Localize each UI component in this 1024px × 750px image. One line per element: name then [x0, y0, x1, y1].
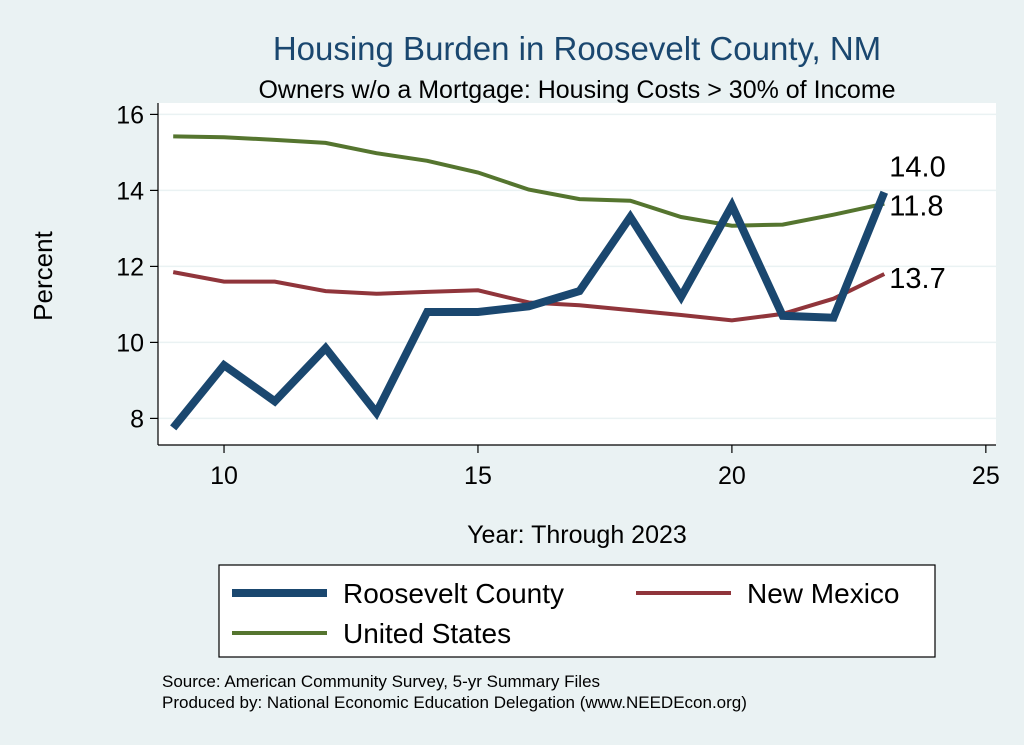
y-tick-label: 14 [116, 177, 144, 205]
y-tick-label: 10 [116, 329, 144, 357]
chart-subtitle: Owners w/o a Mortgage: Housing Costs > 3… [258, 76, 895, 104]
x-tick-label: 15 [464, 462, 492, 490]
legend-label-united-states: United States [343, 618, 511, 649]
x-tick-label: 25 [972, 462, 1000, 490]
x-tick-label: 20 [718, 462, 746, 490]
series-line-united-states [173, 134, 885, 228]
series-lines [170, 134, 889, 431]
series-line-roosevelt-county [170, 190, 889, 431]
legend-label-roosevelt-county: Roosevelt County [343, 578, 564, 609]
y-tick-label: 16 [116, 101, 144, 129]
legend: Roosevelt County New Mexico United States [232, 578, 899, 649]
end-labels: 14.0 13.7 11.8 [889, 151, 945, 295]
y-tick-label: 8 [130, 405, 144, 433]
plot-area [158, 103, 996, 445]
legend-box [218, 564, 936, 658]
end-label: 11.8 [889, 191, 943, 223]
end-label: 14.0 [889, 151, 945, 183]
producer-note: Produced by: National Economic Education… [162, 693, 747, 712]
y-tick-label: 12 [116, 253, 144, 281]
y-axis-label: Percent [28, 230, 58, 320]
y-axis-ticks: 8 10 12 14 16 [116, 101, 158, 433]
source-note: Source: American Community Survey, 5-yr … [162, 672, 600, 691]
chart-title: Housing Burden in Roosevelt County, NM [273, 30, 881, 67]
x-axis-label: Year: Through 2023 [467, 521, 687, 549]
end-label: 13.7 [889, 263, 945, 295]
x-axis-ticks: 10 15 20 25 [210, 445, 1000, 490]
x-tick-label: 10 [210, 462, 238, 490]
legend-label-new-mexico: New Mexico [747, 578, 899, 609]
